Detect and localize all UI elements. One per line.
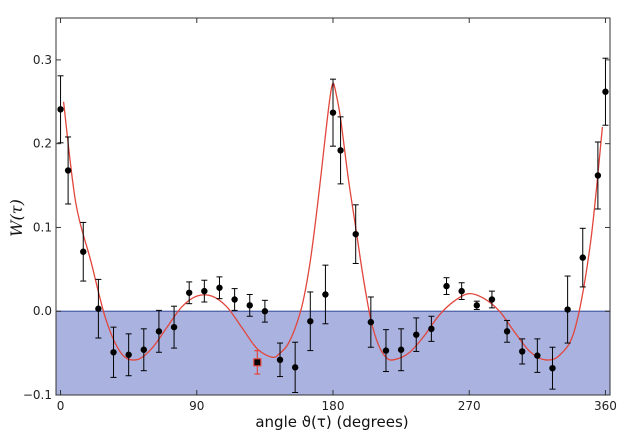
- y-tick-label: 0.2: [33, 137, 52, 151]
- data-point: [564, 275, 571, 344]
- data-marker: [503, 328, 511, 335]
- data-marker: [534, 352, 541, 359]
- data-marker: [413, 331, 420, 338]
- y-tick-label: 0.3: [33, 53, 52, 67]
- data-marker: [125, 351, 132, 358]
- data-marker: [276, 356, 284, 364]
- data-marker: [329, 109, 337, 116]
- data-point: [503, 319, 511, 343]
- data-point: [519, 338, 526, 365]
- data-point: [246, 293, 253, 317]
- data-point: [602, 57, 609, 126]
- data-point: [276, 342, 284, 378]
- data-point: [337, 116, 344, 185]
- data-marker: [57, 106, 64, 113]
- data-marker: [397, 346, 405, 353]
- data-point: [57, 75, 64, 144]
- data-point: [291, 341, 299, 393]
- data-marker: [443, 282, 450, 290]
- data-marker: [80, 248, 87, 255]
- data-point: [80, 221, 87, 282]
- data-marker: [473, 302, 480, 309]
- data-marker: [246, 302, 253, 309]
- data-marker: [201, 287, 208, 295]
- data-marker: [519, 348, 526, 355]
- data-point: [186, 281, 193, 305]
- data-point: [534, 338, 541, 373]
- data-points-layer: [57, 57, 609, 393]
- data-point: [594, 141, 602, 210]
- data-point: [382, 329, 390, 373]
- data-point: [231, 288, 238, 311]
- data-marker: [186, 289, 193, 296]
- data-marker: [155, 328, 163, 335]
- data-marker: [367, 318, 375, 326]
- data-marker: [549, 364, 556, 372]
- data-point: [352, 204, 359, 264]
- y-tick-label: 0.0: [33, 304, 52, 318]
- data-point: [322, 264, 329, 325]
- x-axis-label: angle ϑ(τ) (degrees): [255, 413, 408, 431]
- data-marker: [216, 284, 223, 291]
- x-tick-label: 0: [57, 399, 65, 413]
- x-tick-label: 270: [458, 399, 481, 413]
- data-point: [261, 299, 269, 323]
- data-point: [549, 346, 556, 390]
- data-point: [473, 300, 480, 311]
- data-point: [155, 309, 163, 353]
- data-marker: [95, 305, 102, 312]
- data-marker: [170, 323, 178, 331]
- data-marker: [602, 88, 609, 95]
- data-marker: [594, 172, 602, 179]
- data-marker: [352, 230, 359, 238]
- highlighted-data-point: [253, 349, 262, 375]
- data-marker: [110, 349, 117, 356]
- axis-ticks: 0 90 180 270 360 −0.1 0.0 0.1 0.2 0.3: [23, 18, 617, 413]
- data-marker: [291, 364, 299, 371]
- data-point: [95, 278, 102, 339]
- data-point: [110, 326, 117, 378]
- data-marker: [564, 306, 571, 313]
- data-marker: [458, 287, 465, 295]
- data-marker: [337, 147, 344, 154]
- data-point: [488, 290, 496, 309]
- shaded-region-rect: [56, 311, 610, 395]
- data-point: [307, 291, 314, 352]
- data-point: [579, 227, 586, 288]
- data-marker: [140, 346, 147, 353]
- data-marker: [307, 318, 314, 325]
- y-axis-label: W(τ): [7, 199, 26, 237]
- data-marker: [382, 347, 390, 354]
- shaded-negative-region: [56, 311, 610, 395]
- data-point: [216, 276, 223, 300]
- y-tick-label: −0.1: [23, 388, 52, 402]
- data-marker: [428, 325, 435, 333]
- data-marker: [488, 296, 496, 303]
- data-point: [458, 282, 465, 300]
- data-point: [367, 296, 375, 348]
- data-point: [443, 277, 450, 295]
- data-point: [140, 328, 147, 372]
- data-marker: [579, 254, 586, 261]
- data-marker: [322, 291, 329, 298]
- data-point: [170, 305, 178, 349]
- highlighted-marker: [253, 358, 262, 367]
- data-point: [201, 279, 208, 303]
- x-tick-label: 90: [189, 399, 204, 413]
- data-marker: [231, 296, 238, 303]
- x-tick-label: 360: [594, 399, 617, 413]
- x-tick-label: 180: [322, 399, 345, 413]
- data-marker: [64, 167, 72, 174]
- data-point: [397, 328, 405, 372]
- data-point: [428, 315, 435, 342]
- data-point: [413, 317, 420, 352]
- data-point: [329, 78, 337, 147]
- y-tick-label: 0.1: [33, 220, 52, 234]
- data-point: [64, 136, 72, 205]
- data-marker: [261, 308, 269, 315]
- data-point: [125, 333, 132, 377]
